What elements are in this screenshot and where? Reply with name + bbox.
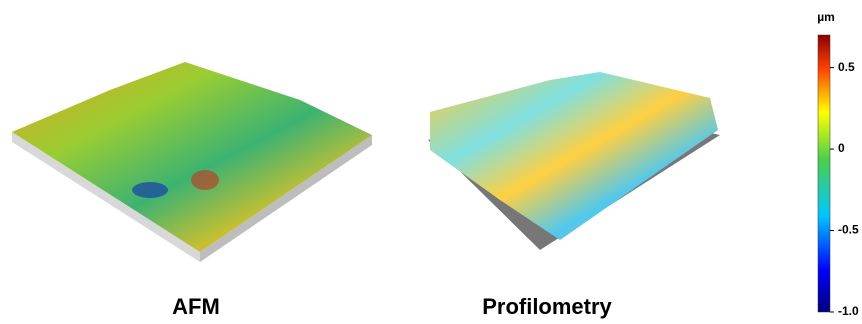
colorbar-unit: µm: [817, 10, 835, 24]
panel-label: AFM: [172, 294, 220, 319]
figure: AFM Profilometry µm 0.5 0 -0.5 -1.0: [0, 0, 862, 324]
colorbar-ticks: 0.5 0 -0.5 -1.0: [830, 60, 859, 318]
colorbar-tick-label: 0.5: [838, 60, 855, 74]
page: AFM Profilometry µm 0.50-0.5-1.0 (() => …: [0, 0, 862, 324]
panel-label: Profilometry: [482, 294, 612, 319]
colorbar-tick-label: -0.5: [838, 223, 859, 237]
afm-peak: [191, 170, 219, 190]
afm-pit: [132, 182, 168, 198]
colorbar: [818, 35, 830, 312]
colorbar-tick-label: -1.0: [838, 304, 859, 318]
prof-surface: [430, 72, 718, 240]
afm-surface: [12, 62, 372, 252]
colorbar-tick-label: 0: [838, 141, 845, 155]
